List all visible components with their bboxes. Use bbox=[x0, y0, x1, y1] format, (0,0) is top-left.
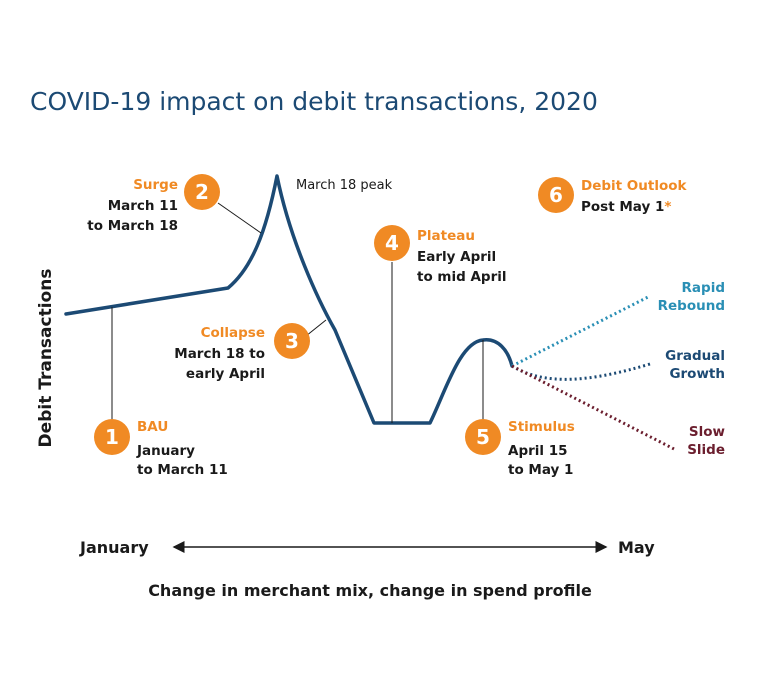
diagram-title: COVID-19 impact on debit transactions, 2… bbox=[30, 87, 598, 116]
outcome-gradual-growth: Gradual Growth bbox=[665, 348, 725, 382]
phase-title: Surge bbox=[133, 177, 178, 193]
gradual-growth-line bbox=[511, 362, 651, 381]
phase-number: 1 bbox=[105, 425, 119, 449]
outcome-label: Rebound bbox=[658, 298, 725, 314]
phase-detail: to March 11 bbox=[137, 462, 228, 478]
phase-detail: to March 18 bbox=[87, 218, 178, 234]
phase-title: Stimulus bbox=[508, 419, 575, 435]
leader-collapse bbox=[305, 319, 327, 337]
phase-badge bbox=[94, 419, 130, 455]
outcome-label: Growth bbox=[669, 366, 725, 382]
phase-number: 6 bbox=[549, 183, 563, 207]
phase-title: Plateau bbox=[417, 228, 475, 244]
outcome-rapid-rebound: Rapid Rebound bbox=[658, 280, 725, 314]
phase-detail: March 18 to bbox=[174, 346, 265, 362]
phase-badge bbox=[184, 174, 220, 210]
outcome-label: Rapid bbox=[682, 280, 725, 296]
phase-detail: Early April bbox=[417, 249, 496, 265]
phase-detail: to May 1 bbox=[508, 462, 573, 478]
phase-detail: March 11 bbox=[108, 198, 178, 214]
slow-slide-line bbox=[511, 364, 677, 452]
axis-end-label: May bbox=[618, 538, 655, 557]
x-axis-label: Change in merchant mix, change in spend … bbox=[148, 581, 592, 600]
phase-detail: to mid April bbox=[417, 269, 507, 285]
footnote-mark: * bbox=[664, 199, 671, 215]
phase-stimulus: 5 Stimulus April 15 to May 1 bbox=[465, 419, 575, 478]
transactions-curve bbox=[64, 174, 514, 425]
outcome-label: Slide bbox=[687, 442, 725, 458]
phase-number: 3 bbox=[285, 329, 299, 353]
axis-start-label: January bbox=[79, 538, 149, 557]
phase-title: Debit Outlook bbox=[581, 178, 688, 194]
phase-title: BAU bbox=[137, 419, 168, 435]
outcome-label: Slow bbox=[689, 424, 725, 440]
outcome-slow-slide: Slow Slide bbox=[687, 424, 725, 458]
phase-title: Collapse bbox=[201, 325, 265, 341]
phase-number: 4 bbox=[385, 231, 399, 255]
phase-collapse: 3 Collapse March 18 to early April bbox=[174, 323, 310, 382]
phase-badge bbox=[274, 323, 310, 359]
phase-bau: 1 BAU January to March 11 bbox=[94, 419, 228, 478]
leader-surge bbox=[217, 202, 262, 234]
phase-number: 5 bbox=[476, 425, 490, 449]
peak-label: March 18 peak bbox=[296, 178, 393, 193]
phase-debit-outlook: 6 Debit Outlook Post May 1* bbox=[538, 177, 688, 215]
y-axis-label: Debit Transactions bbox=[36, 269, 56, 448]
phase-badge bbox=[465, 419, 501, 455]
outcome-label: Gradual bbox=[665, 348, 725, 364]
phase-badge bbox=[538, 177, 574, 213]
phase-surge: 2 Surge March 11 to March 18 bbox=[87, 174, 220, 234]
phase-detail: April 15 bbox=[508, 443, 568, 459]
phase-plateau: 4 Plateau Early April to mid April bbox=[374, 225, 507, 285]
phase-detail: Post May 1* bbox=[581, 199, 671, 215]
phase-number: 2 bbox=[195, 180, 209, 204]
phase-badge bbox=[374, 225, 410, 261]
rapid-rebound-line bbox=[511, 294, 651, 368]
phase-detail: early April bbox=[186, 366, 265, 382]
phase-detail: January bbox=[136, 443, 195, 459]
